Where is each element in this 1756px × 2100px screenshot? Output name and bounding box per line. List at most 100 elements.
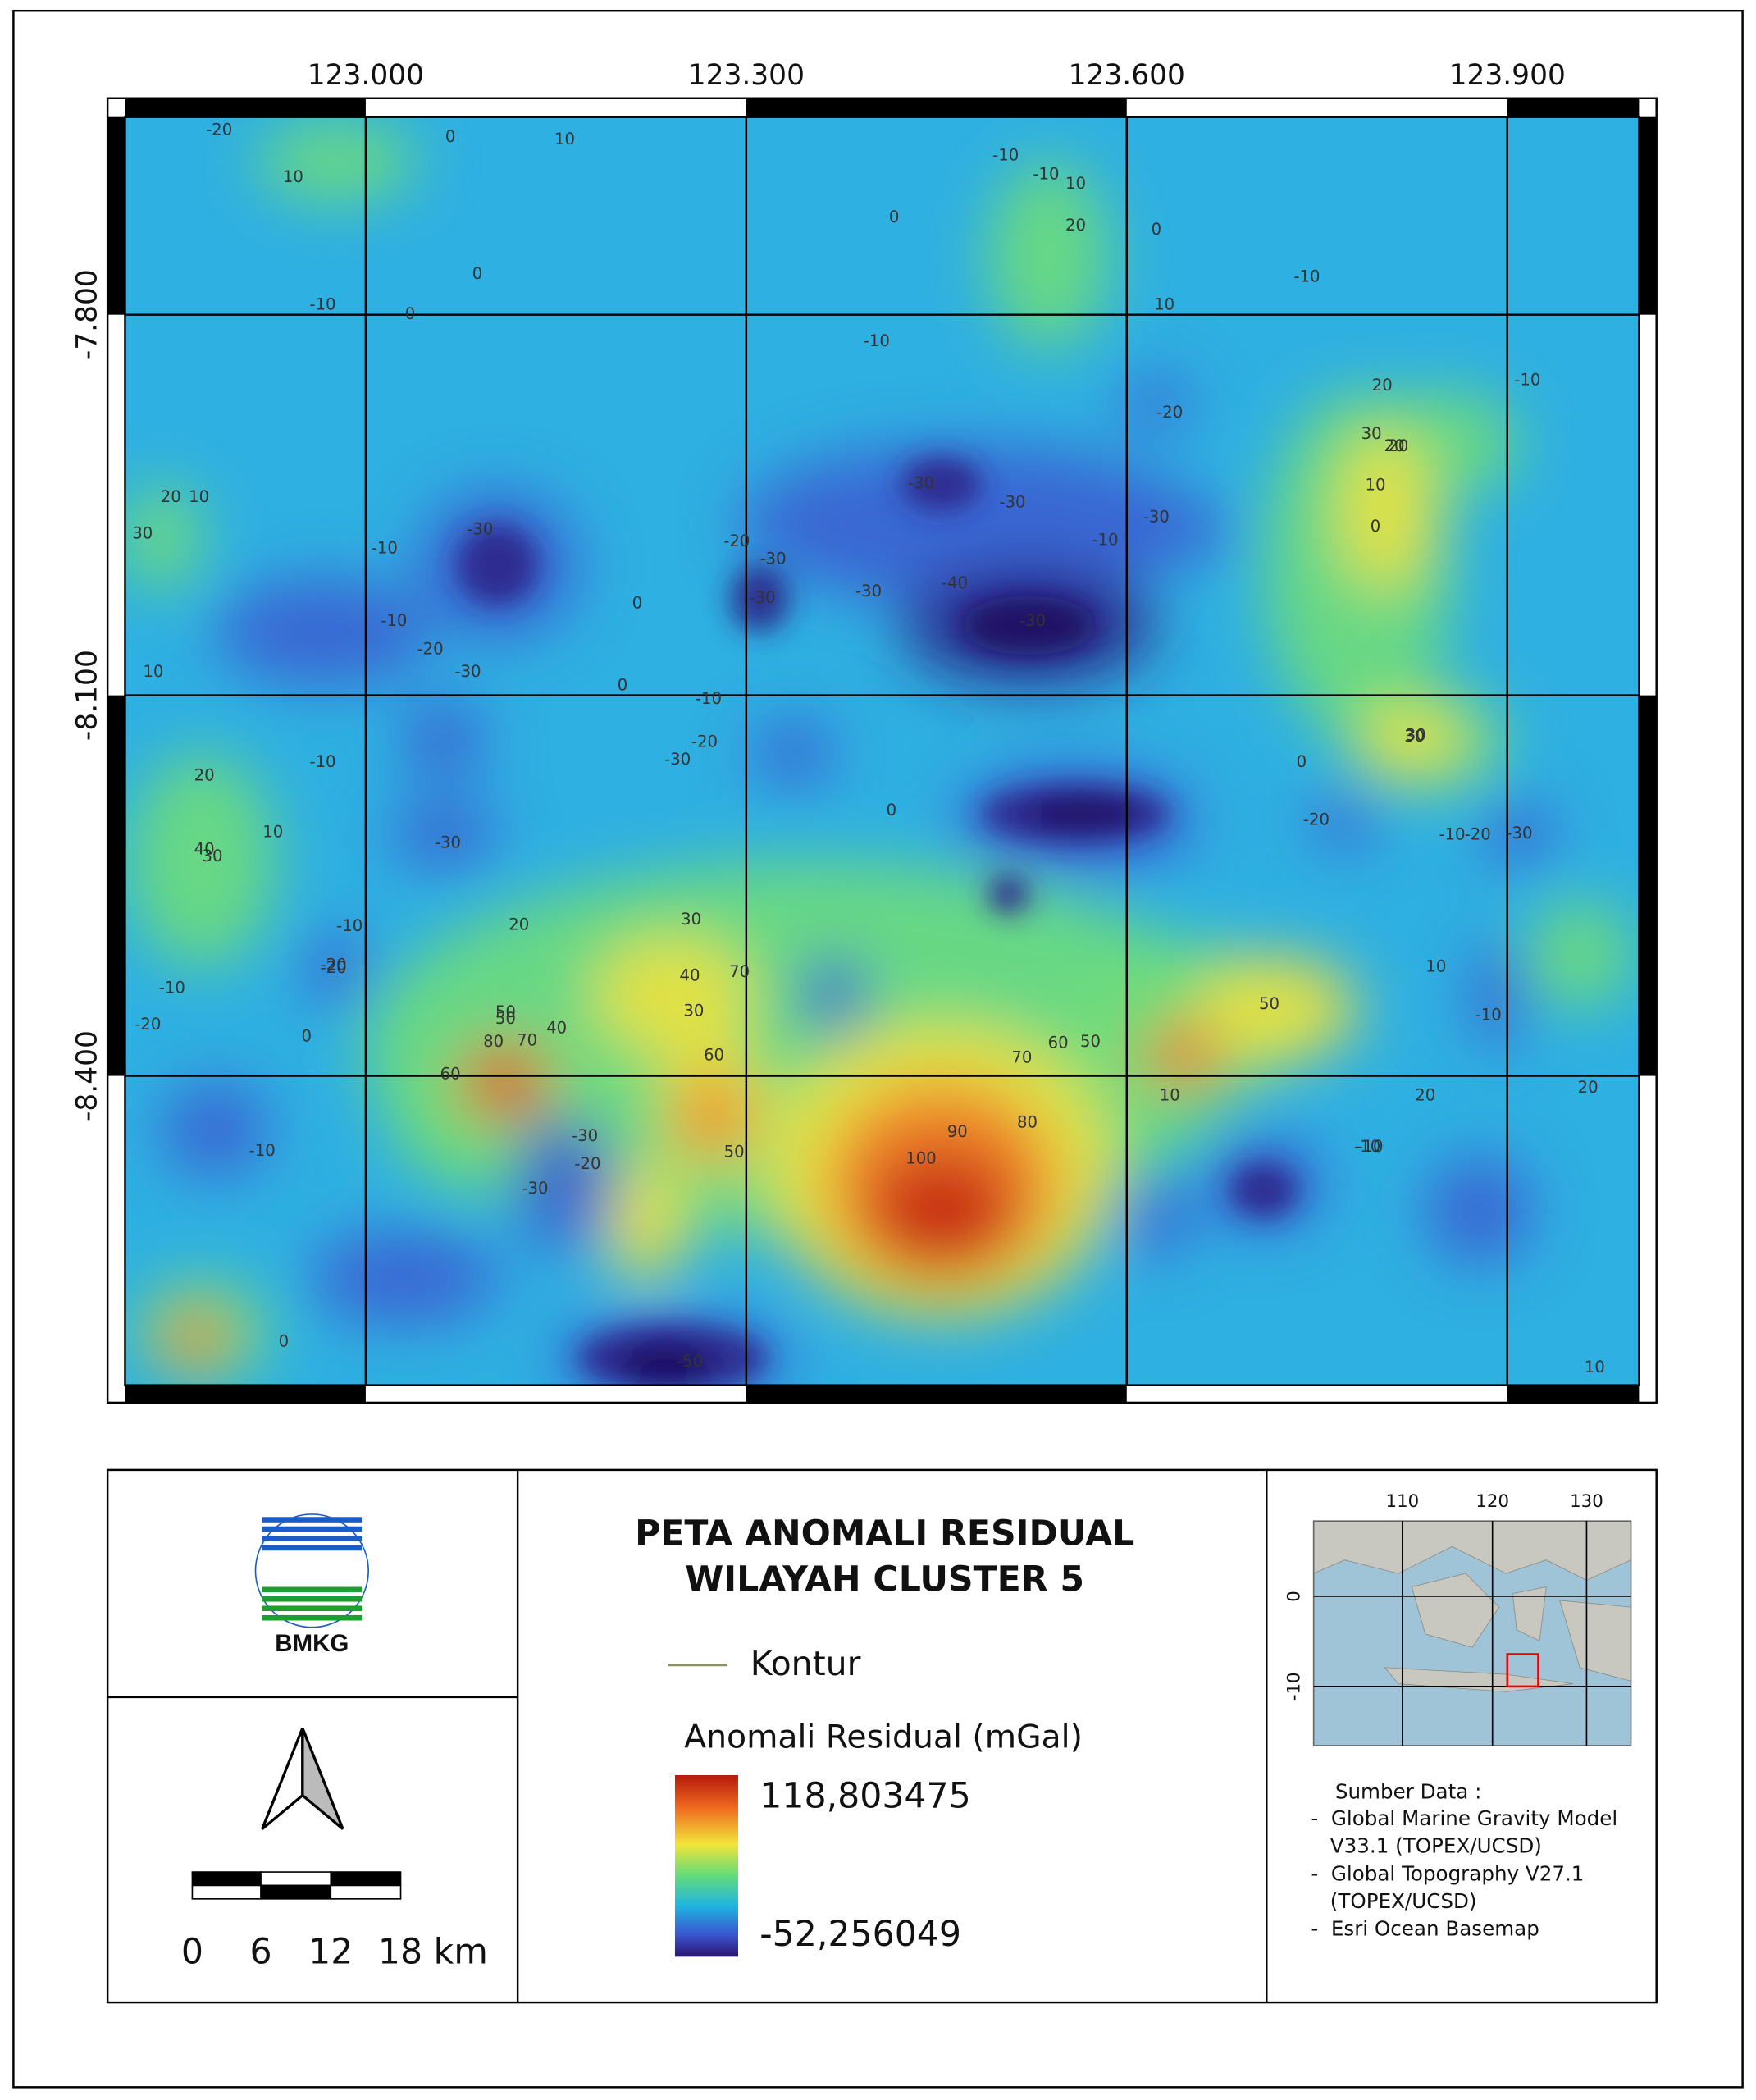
inset-frame [1312,1520,1632,1746]
contour-label: 20 [1384,436,1405,455]
contour-label: 50 [724,1143,745,1162]
heat-blob [961,596,1097,655]
contour-label: 0 [1152,220,1162,239]
heat-blob [510,1116,619,1251]
inset-y-label: -10 [1284,1672,1305,1701]
contour-label: -30 [760,550,787,568]
contour-label: 0 [405,304,416,323]
scale-segment [330,1871,402,1887]
colorbar [674,1775,739,1957]
contour-label: -20 [135,1015,161,1034]
heat-blob [302,934,370,1002]
heat-blob [1122,1176,1190,1258]
frame-bar [125,1385,366,1403]
contour-label: 30 [1404,727,1425,746]
contour-label: -10 [992,146,1019,165]
contour-label: 0 [302,1027,312,1046]
heat-blob [127,753,276,969]
heat-blob [604,1163,686,1285]
contour-label: 0 [472,264,483,283]
contour-label: -50 [677,1352,703,1371]
contour-label: 80 [483,1032,504,1051]
x-tick-label: 123.300 [688,59,805,92]
inset-x-label: 130 [1570,1491,1603,1512]
x-tick-label: 123.900 [1449,59,1566,92]
contour-label: -10 [249,1141,276,1160]
contour-label: 10 [554,130,575,148]
frame-bar [1639,116,1657,315]
contour-label: 100 [905,1149,937,1168]
contour-label: -10 [1293,267,1320,285]
contour-label: -30 [999,493,1025,512]
colorbar-title: Anomali Residual (mGal) [684,1718,1083,1755]
scale-segment [330,1884,402,1900]
contour-label: -10 [1354,1137,1380,1156]
heat-blob [678,1075,746,1157]
contour-label: -20 [417,639,444,658]
contour-label: -30 [1506,824,1532,842]
heatmap [125,116,1640,1386]
contour-label: 0 [618,676,628,695]
logo-stripe [262,1517,362,1522]
contour-label: 50 [495,1002,516,1021]
heat-blob [1357,705,1466,774]
contour-label: -10 [381,611,407,630]
contour-label: -10 [309,752,335,771]
contour-label: -30 [522,1179,548,1198]
logo-stripe [262,1614,362,1621]
contour-label: 10 [1585,1358,1605,1376]
inset-y-label: 0 [1284,1591,1305,1602]
contour-label: 70 [1011,1048,1032,1067]
contour-label: -30 [749,588,775,607]
contour-label: 40 [679,966,700,985]
contour-label: -30 [1143,508,1170,527]
contour-label: 20 [161,487,181,506]
inset-land [1411,1573,1500,1648]
heat-blob [618,1344,713,1386]
heat-blob [255,121,417,202]
heat-blob [477,1058,531,1107]
contour-label: -20 [723,532,750,550]
contour-label: -30 [855,582,882,600]
heat-blob [161,1311,229,1366]
heat-blob [1230,1163,1298,1217]
contour-label: -10 [309,295,335,314]
contour-label: 20 [509,915,529,934]
contour-label: 10 [1160,1086,1180,1105]
contour-label: -10 [864,331,890,350]
map-title: PETA ANOMALI RESIDUAL [635,1513,1134,1554]
logo-text: BMKG [275,1630,349,1657]
heat-blob [1143,1021,1224,1089]
contour-label: 60 [704,1045,724,1064]
inset-extent [1506,1653,1539,1688]
contour-label: -30 [467,519,493,538]
scale-segment [191,1871,262,1887]
contour-label: 10 [1425,956,1446,975]
contour-label: -10 [372,538,398,557]
contour-label: 0 [1297,752,1307,771]
heat-blob [215,578,431,687]
heat-blob [1129,504,1238,559]
contour-label: 70 [729,962,750,981]
source-item: - Global Topography V27.1 [1311,1861,1584,1885]
contour-label: 90 [947,1122,968,1141]
contour-label: 10 [1154,295,1174,314]
contour-label: 60 [440,1064,461,1083]
scale-label: 18 km [378,1932,488,1973]
contour-label: -10 [1357,1137,1383,1156]
north-arrow [261,1728,304,1830]
contour-label: 0 [887,801,897,819]
heat-blob [403,699,485,780]
legend-frame [106,1468,1658,2004]
frame-bar [1639,695,1657,1076]
heat-blob [161,1082,269,1177]
contour-label: 20 [1578,1078,1599,1097]
heat-blob [125,484,202,592]
heat-blob [591,934,754,1056]
contour-label: 30 [683,1001,704,1020]
frame-bar [107,116,125,315]
heat-blob [901,457,982,512]
north-arrow [301,1728,344,1830]
logo-stripe [262,1605,362,1612]
